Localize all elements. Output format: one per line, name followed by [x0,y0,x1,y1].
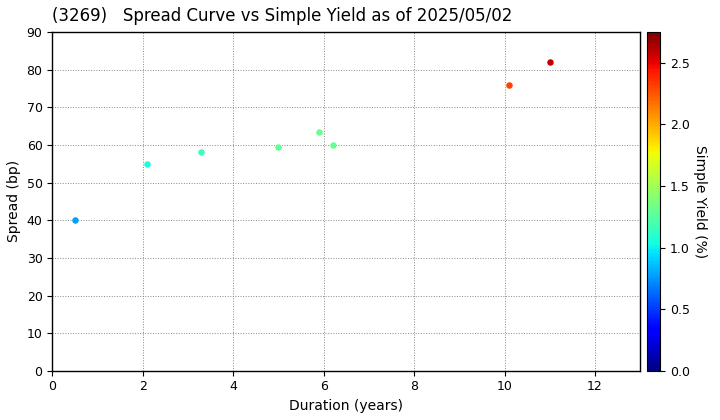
Y-axis label: Simple Yield (%): Simple Yield (%) [693,145,706,258]
Point [544,59,556,66]
Point [196,149,207,156]
Point [69,217,81,223]
Point [313,129,325,135]
Y-axis label: Spread (bp): Spread (bp) [7,160,21,242]
Point [141,160,153,167]
Text: (3269)   Spread Curve vs Simple Yield as of 2025/05/02: (3269) Spread Curve vs Simple Yield as o… [53,7,513,25]
Point [503,81,515,88]
Point [327,142,338,148]
Point [273,144,284,150]
X-axis label: Duration (years): Duration (years) [289,399,403,413]
